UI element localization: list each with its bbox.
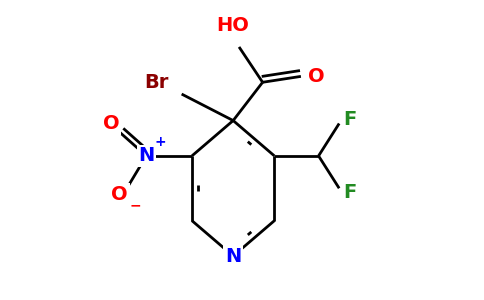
Text: −: − — [129, 199, 141, 213]
Text: HO: HO — [217, 16, 250, 35]
Text: +: + — [154, 134, 166, 148]
Text: Br: Br — [144, 73, 168, 92]
Text: F: F — [344, 183, 357, 202]
Text: F: F — [344, 110, 357, 129]
Text: N: N — [138, 146, 154, 165]
Text: O: O — [103, 114, 119, 133]
Text: O: O — [111, 185, 128, 204]
Text: N: N — [225, 247, 242, 266]
Text: O: O — [308, 67, 325, 86]
